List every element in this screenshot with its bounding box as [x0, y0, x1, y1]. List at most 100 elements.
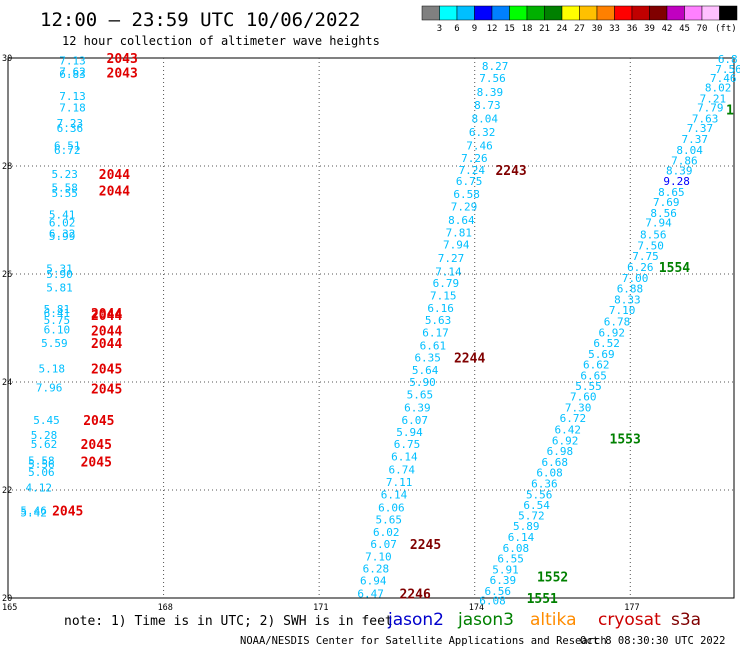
pass-time-label: 2045 [52, 505, 83, 520]
pass-time-label: 2244 [454, 352, 485, 367]
wave-height-point: 5.62 [31, 438, 58, 451]
wave-height-point: 6.41 [44, 307, 71, 320]
mission-jason3: jason3 [457, 610, 514, 630]
wave-height-point: 5.81 [44, 303, 71, 316]
wave-height-point: 7.81 [446, 226, 473, 239]
wave-height-point: 6.58 [453, 188, 480, 201]
wave-height-point: 7.69 [653, 196, 680, 209]
wave-height-point: 5.31 [46, 263, 72, 276]
wave-height-point: 7.14 [435, 265, 462, 278]
legend-label: 3 [437, 24, 442, 34]
wave-height-point: 6.16 [427, 302, 454, 315]
wave-height-point: 7.46 [466, 139, 493, 152]
legend-swatch [456, 5, 475, 21]
wave-height-point: 6.36 [57, 122, 83, 135]
mission-legend: jason2 jason3 altika cryosat s3a [387, 610, 701, 630]
y-tick-labels: 20 22 24 26 28 30 [2, 54, 12, 604]
pass-time-labels: 2043204320442044204420442044204420452045… [52, 52, 734, 607]
wave-height-point: 5.41 [49, 209, 76, 222]
legend-swatch [631, 5, 650, 21]
pass-time-label: 2044 [91, 307, 122, 322]
y-tick-label: 30 [2, 54, 12, 64]
legend-swatch [579, 5, 598, 21]
wave-height-point: 8.56 [650, 207, 677, 220]
legend-swatch [509, 5, 528, 21]
mission-jason2: jason2 [387, 610, 444, 630]
y-tick-label: 24 [2, 378, 12, 388]
wave-height-point: 5.58 [28, 454, 55, 467]
plot-frame [7, 57, 735, 599]
wave-height-point: 7.18 [59, 102, 86, 115]
wave-height-point: 6.72 [54, 144, 81, 157]
wave-height-point: 6.02 [49, 217, 76, 230]
wave-height-point: 7.56 [479, 72, 506, 85]
legend-swatch [596, 5, 615, 21]
pass-time-label: 2044 [91, 325, 122, 340]
wave-height-point: 6.78 [604, 316, 631, 329]
wave-height-point: 5.58 [51, 182, 77, 195]
wave-height-point: 5.06 [28, 466, 55, 479]
legend-swatch [666, 5, 685, 21]
wave-height-point: 8.65 [658, 186, 685, 199]
wave-height-point: 5.59 [41, 337, 67, 350]
legend-label: 12 [487, 24, 498, 34]
color-scale-legend: 3 6 9 12 15 18 21 24 27 30 33 36 39 42 45 70 (ft) [421, 5, 738, 34]
wave-height-point: 6.08 [503, 542, 530, 555]
legend-label: 45 [679, 24, 690, 34]
wave-height-point: 6.94 [360, 575, 387, 588]
wave-height-point: 6.08 [479, 595, 506, 608]
legend-label: 24 [557, 24, 568, 34]
pass-time-label: 1 [726, 103, 734, 118]
wave-height-point: 6.74 [389, 463, 416, 476]
wave-height-point: 7.10 [365, 550, 392, 563]
wave-height-point: 5.45 [33, 414, 60, 427]
legend-swatch [439, 5, 458, 21]
wave-height-point: 7.30 [565, 401, 592, 414]
pass-time-label: 2043 [107, 52, 138, 67]
wave-height-point: 7.94 [645, 217, 672, 230]
chart-subtitle: 12 hour collection of altimeter wave hei… [62, 34, 380, 48]
legend-label: 42 [662, 24, 673, 34]
footer-note: note: 1) Time is in UTC; 2) SWH is in fe… [64, 614, 393, 629]
wave-height-point: 5.55 [51, 187, 77, 200]
wave-height-point: 6.62 [583, 359, 610, 372]
wave-height-point: 6.65 [580, 370, 607, 383]
wave-height-values: 7.137.626.837.137.187.236.366.516.725.23… [20, 53, 740, 608]
wave-height-point: 7.15 [430, 290, 457, 303]
legend-label: 33 [609, 24, 620, 34]
y-tick-label: 22 [2, 486, 12, 496]
wave-height-point: 6.92 [599, 326, 626, 339]
legend-swatch [561, 5, 580, 21]
wave-height-point: 5.65 [376, 514, 403, 527]
wave-height-point: 6.02 [373, 526, 400, 539]
wave-height-point: 7.86 [671, 155, 698, 168]
wave-height-point: 7.10 [609, 304, 636, 317]
wave-height-point: 6.8 [718, 53, 738, 66]
wave-height-point: 8.04 [471, 112, 498, 125]
wave-height-point: 6.47 [357, 588, 384, 601]
wave-height-point: 6.08 [536, 467, 563, 480]
pass-time-label: 2045 [81, 455, 112, 470]
wave-height-point: 5.64 [412, 364, 439, 377]
wave-height-point: 6.54 [523, 499, 550, 512]
legend-label: 21 [539, 24, 550, 34]
y-tick-label: 20 [2, 594, 12, 604]
footer-timestamp: Oct 8 08:30:30 UTC 2022 [580, 635, 725, 647]
legend-label: 70 [697, 24, 708, 34]
wave-height-point: 5.75 [44, 314, 71, 327]
wave-height-point: 6.14 [508, 531, 535, 544]
footer-credit: NOAA/NESDIS Center for Satellite Applica… [240, 635, 607, 647]
x-tick-label: 168 [158, 603, 173, 613]
pass-time-label: 1551 [527, 592, 558, 607]
wave-height-point: 6.36 [531, 478, 558, 491]
legend-swatch [526, 5, 545, 21]
wave-height-point: 7.75 [632, 250, 659, 263]
pass-time-label: 2045 [83, 414, 114, 429]
pass-time-label: 1554 [659, 261, 690, 276]
wave-height-point: 5.72 [518, 509, 545, 522]
wave-height-point: 6.14 [381, 488, 408, 501]
wave-height-point: 5.42 [20, 507, 47, 520]
wave-height-point: 5.56 [28, 458, 55, 471]
wave-height-point: 8.27 [482, 60, 509, 73]
